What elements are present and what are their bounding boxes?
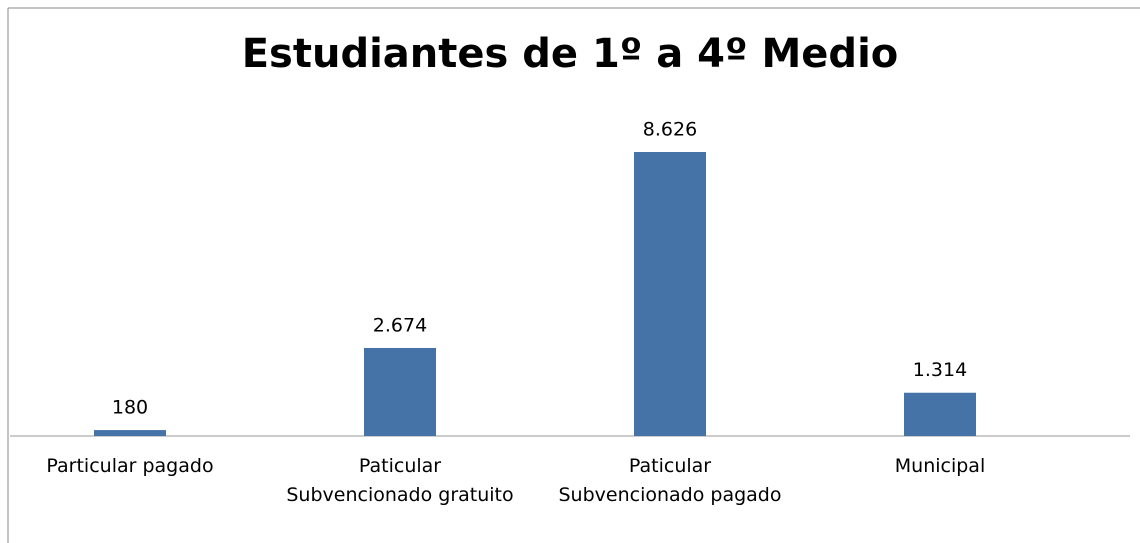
value-label: 180 (112, 397, 148, 419)
value-label: 2.674 (373, 314, 427, 336)
value-label: 1.314 (913, 359, 967, 381)
x-tick-label: Particular pagado (46, 455, 214, 477)
x-tick-label: Paticular Subvencionado pagado (558, 455, 782, 506)
bar (634, 152, 706, 436)
bar (94, 430, 166, 436)
chart-title: Estudiantes de 1º a 4º Medio (242, 31, 899, 77)
bar (904, 392, 976, 436)
x-tick-label: Paticular Subvencionado gratuito (286, 455, 514, 506)
bar (364, 347, 436, 436)
x-tick-label: Municipal (894, 455, 986, 477)
value-label: 8.626 (643, 119, 697, 141)
